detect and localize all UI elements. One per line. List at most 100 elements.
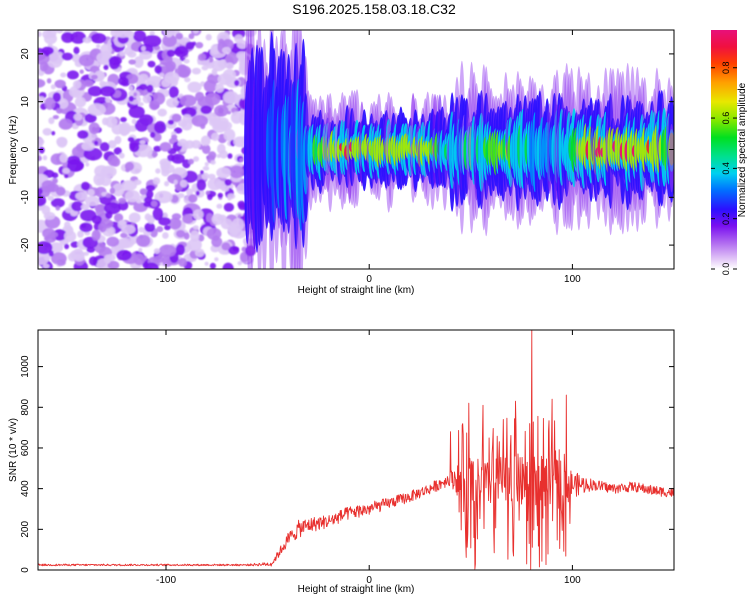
noise-blob bbox=[201, 144, 211, 155]
noise-blob bbox=[42, 155, 48, 161]
noise-blob bbox=[211, 132, 220, 141]
noise-blob bbox=[61, 52, 74, 61]
noise-blob bbox=[144, 222, 155, 233]
noise-blob bbox=[44, 97, 56, 110]
noise-blob bbox=[51, 172, 59, 179]
noise-blob bbox=[175, 32, 183, 40]
noise-blob bbox=[120, 117, 127, 123]
noise-blob bbox=[55, 205, 61, 211]
noise-blob bbox=[42, 263, 50, 269]
noise-blob bbox=[155, 168, 161, 174]
noise-blob bbox=[192, 209, 204, 221]
noise-blob bbox=[164, 181, 170, 187]
noise-blob bbox=[51, 131, 56, 136]
noise-blob bbox=[192, 30, 199, 34]
noise-blob bbox=[188, 158, 194, 165]
y-tick-label: 400 bbox=[20, 480, 31, 497]
noise-blob bbox=[178, 257, 187, 267]
noise-blob bbox=[54, 79, 66, 89]
noise-blob bbox=[121, 180, 137, 191]
noise-blob bbox=[133, 92, 137, 97]
noise-blob bbox=[182, 214, 194, 224]
noise-blob bbox=[91, 215, 102, 224]
noise-blob bbox=[137, 102, 144, 107]
noise-blob bbox=[138, 73, 149, 82]
noise-blob bbox=[56, 107, 63, 114]
noise-blob bbox=[200, 135, 211, 147]
noise-blob bbox=[38, 241, 53, 255]
noise-blob bbox=[44, 49, 51, 57]
spectrogram-band bbox=[244, 30, 674, 269]
noise-blob bbox=[236, 51, 248, 60]
noise-blob bbox=[80, 204, 90, 210]
noise-blob bbox=[201, 172, 210, 180]
noise-blob bbox=[119, 51, 126, 57]
y-tick-label: 10 bbox=[20, 96, 31, 108]
noise-blob bbox=[114, 213, 124, 223]
noise-blob bbox=[38, 194, 47, 207]
noise-blob bbox=[158, 244, 177, 258]
noise-blob bbox=[208, 117, 221, 127]
noise-blob bbox=[210, 160, 216, 165]
noise-blob bbox=[118, 152, 125, 159]
noise-blob bbox=[116, 238, 131, 249]
noise-blob bbox=[143, 35, 162, 48]
noise-blob bbox=[100, 219, 114, 229]
noise-blob bbox=[224, 179, 232, 186]
noise-blob bbox=[45, 234, 56, 243]
noise-blob bbox=[87, 103, 106, 116]
noise-blob bbox=[184, 140, 195, 149]
noise-blob bbox=[91, 229, 101, 241]
noise-blob bbox=[138, 247, 143, 253]
noise-blob bbox=[214, 257, 219, 262]
noise-blob bbox=[233, 136, 248, 148]
noise-blob bbox=[82, 37, 92, 44]
noise-blob bbox=[183, 232, 190, 240]
noise-blob bbox=[85, 195, 100, 207]
snr-background bbox=[38, 330, 674, 570]
noise-blob bbox=[234, 79, 240, 87]
snr-y-label: SNR (10 * v/v) bbox=[8, 418, 19, 482]
colorbar-ticks: 0.0 0.2 0.4 0.6 0.8 bbox=[711, 61, 737, 275]
noise-blob bbox=[141, 45, 146, 52]
noise-blob bbox=[52, 92, 61, 103]
noise-blob bbox=[81, 223, 87, 229]
noise-blob bbox=[119, 122, 131, 136]
noise-blob bbox=[187, 238, 202, 252]
noise-blob bbox=[91, 33, 107, 44]
noise-blob bbox=[99, 142, 110, 152]
noise-blob bbox=[201, 65, 209, 71]
noise-blob bbox=[99, 175, 112, 187]
noise-blob bbox=[216, 203, 223, 209]
noise-blob bbox=[200, 105, 212, 115]
noise-blob bbox=[96, 178, 105, 185]
noise-blob bbox=[38, 252, 50, 265]
x-tick-label: 100 bbox=[564, 274, 581, 285]
noise-blob bbox=[232, 246, 240, 252]
noise-blob bbox=[101, 50, 112, 60]
noise-blob bbox=[65, 207, 74, 214]
noise-blob bbox=[166, 49, 176, 57]
noise-blob bbox=[145, 184, 156, 192]
noise-blob bbox=[208, 151, 217, 160]
noise-blob bbox=[107, 140, 117, 149]
noise-blob bbox=[147, 60, 156, 68]
noise-blob bbox=[56, 136, 68, 147]
noise-blob bbox=[171, 213, 182, 220]
noise-blob bbox=[144, 262, 159, 269]
noise-blob bbox=[78, 54, 95, 67]
noise-blob bbox=[196, 179, 207, 191]
noise-blob bbox=[230, 111, 243, 124]
noise-blob bbox=[99, 86, 116, 97]
noise-blob bbox=[75, 191, 88, 201]
noise-blob bbox=[177, 141, 184, 147]
noise-blob bbox=[220, 185, 230, 192]
noise-blob bbox=[128, 85, 134, 91]
snr-series-line bbox=[38, 330, 674, 570]
noise-blob bbox=[186, 188, 194, 197]
noise-blob bbox=[77, 130, 89, 139]
noise-blob bbox=[222, 69, 236, 81]
snr-frame bbox=[37, 329, 675, 571]
